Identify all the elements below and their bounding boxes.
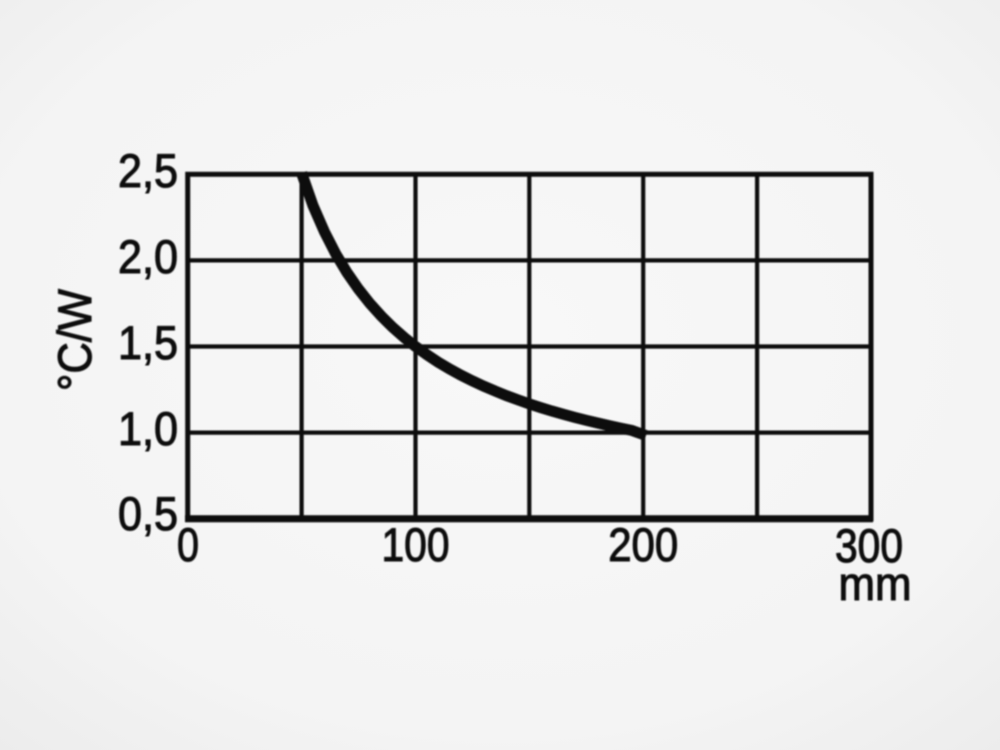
- svg-text:1,0: 1,0: [118, 402, 178, 455]
- svg-text:°C/W: °C/W: [48, 288, 101, 391]
- svg-text:200: 200: [608, 518, 678, 571]
- svg-text:2,0: 2,0: [118, 230, 178, 283]
- svg-text:100: 100: [382, 518, 450, 571]
- svg-text:300: 300: [835, 519, 903, 572]
- svg-text:0: 0: [177, 518, 199, 571]
- svg-text:mm: mm: [839, 557, 912, 610]
- svg-text:1,5: 1,5: [118, 316, 178, 369]
- svg-text:0,5: 0,5: [118, 487, 178, 540]
- svg-text:2,5: 2,5: [118, 144, 178, 197]
